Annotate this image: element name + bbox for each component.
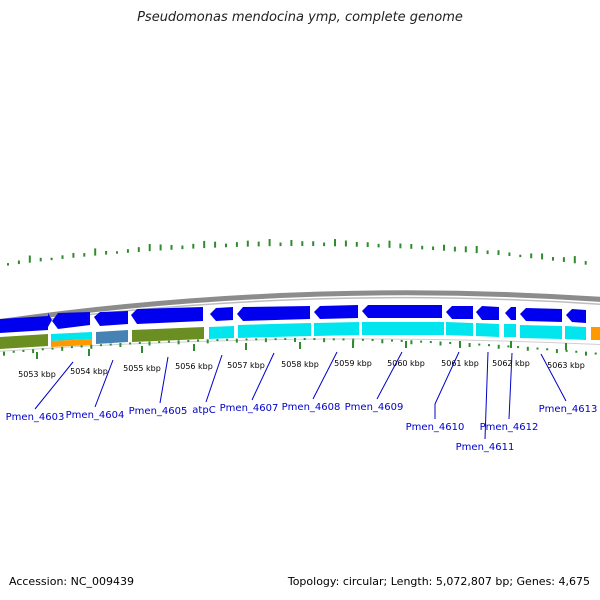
kbp-label: 5057 kbp: [227, 361, 265, 370]
scale-baseline: [0, 338, 600, 352]
cog-block: [504, 324, 516, 337]
cog-block: [51, 339, 92, 347]
gene-label[interactable]: Pmen_4603: [6, 412, 65, 423]
kbp-label: 5059 kbp: [334, 359, 372, 368]
cog-block: [51, 332, 92, 341]
cds-arrow[interactable]: [476, 306, 499, 320]
map-title: Pseudomonas mendocina ymp, complete geno…: [137, 10, 463, 25]
kbp-label: 5054 kbp: [70, 367, 108, 376]
gene-label[interactable]: Pmen_4610: [406, 422, 465, 433]
cds-arrow[interactable]: [237, 306, 310, 321]
gene-label[interactable]: atpC: [192, 405, 215, 416]
cog-block: [565, 326, 586, 340]
gene-leader-line: [540, 353, 567, 402]
gene-leader-line: [251, 352, 275, 401]
kbp-label: 5058 kbp: [281, 360, 319, 369]
cds-arrow[interactable]: [566, 309, 586, 323]
cog-block: [0, 334, 48, 349]
gene-label[interactable]: Pmen_4608: [282, 402, 341, 413]
gene-label[interactable]: Pmen_4604: [66, 410, 125, 421]
cds-arrow[interactable]: [314, 305, 358, 319]
cog-block: [591, 327, 600, 340]
gene-leader-line: [484, 351, 489, 440]
gene-leader-line: [434, 351, 460, 419]
cds-track-forward: [0, 305, 586, 333]
gene-leader-line: [34, 361, 74, 410]
gene-leader-line: [94, 359, 114, 408]
cog-block: [520, 325, 562, 339]
gene-label[interactable]: Pmen_4611: [456, 442, 515, 453]
gc-skew-track: [3, 338, 597, 356]
kbp-label: 5063 kbp: [547, 361, 585, 370]
cog-block: [238, 323, 311, 338]
kbp-scale: 5053 kbp 5054 kbp 5055 kbp 5056 kbp 5057 kbp…: [18, 341, 585, 379]
kbp-label: 5053 kbp: [18, 370, 56, 379]
gc-content-track: [7, 239, 587, 266]
cog-track: [0, 322, 600, 349]
cog-block: [132, 327, 204, 342]
gene-leader-line: [508, 352, 513, 420]
gene-labels: Pmen_4603 Pmen_4604 Pmen_4605 atpC Pmen_4607…: [6, 351, 598, 453]
gene-leader-line: [312, 351, 338, 400]
cog-block: [362, 322, 444, 335]
cds-arrow[interactable]: [446, 306, 473, 319]
cds-arrow[interactable]: [362, 305, 442, 318]
accession-text: Accession: NC_009439: [9, 575, 135, 588]
kbp-label: 5062 kbp: [492, 359, 530, 368]
gene-label[interactable]: Pmen_4605: [129, 406, 188, 417]
kbp-label: 5055 kbp: [123, 364, 161, 373]
cds-arrow[interactable]: [520, 308, 562, 322]
cds-arrow[interactable]: [94, 311, 128, 326]
cog-block: [446, 322, 473, 336]
gene-leader-line: [205, 354, 223, 403]
cog-block: [209, 326, 234, 339]
cds-arrow[interactable]: [131, 307, 203, 324]
kbp-label: 5061 kbp: [441, 359, 479, 368]
gene-label[interactable]: Pmen_4613: [539, 404, 598, 415]
cds-arrow[interactable]: [210, 307, 233, 321]
gene-label[interactable]: Pmen_4612: [480, 422, 539, 433]
gene-leader-line: [376, 351, 403, 400]
cds-arrow[interactable]: [52, 312, 90, 329]
cog-block: [476, 323, 499, 337]
cog-block: [96, 330, 128, 344]
cds-arrow[interactable]: [505, 307, 516, 320]
gene-label[interactable]: Pmen_4609: [345, 402, 404, 413]
kbp-label: 5060 kbp: [387, 359, 425, 368]
cog-block: [314, 322, 359, 336]
gene-leader-line: [159, 356, 169, 404]
cds-arrow[interactable]: [0, 313, 52, 333]
gene-label[interactable]: Pmen_4607: [220, 403, 279, 414]
kbp-label: 5056 kbp: [175, 362, 213, 371]
genome-backbone: [0, 290, 600, 325]
genome-summary-text: Topology: circular; Length: 5,072,807 bp…: [287, 575, 590, 588]
